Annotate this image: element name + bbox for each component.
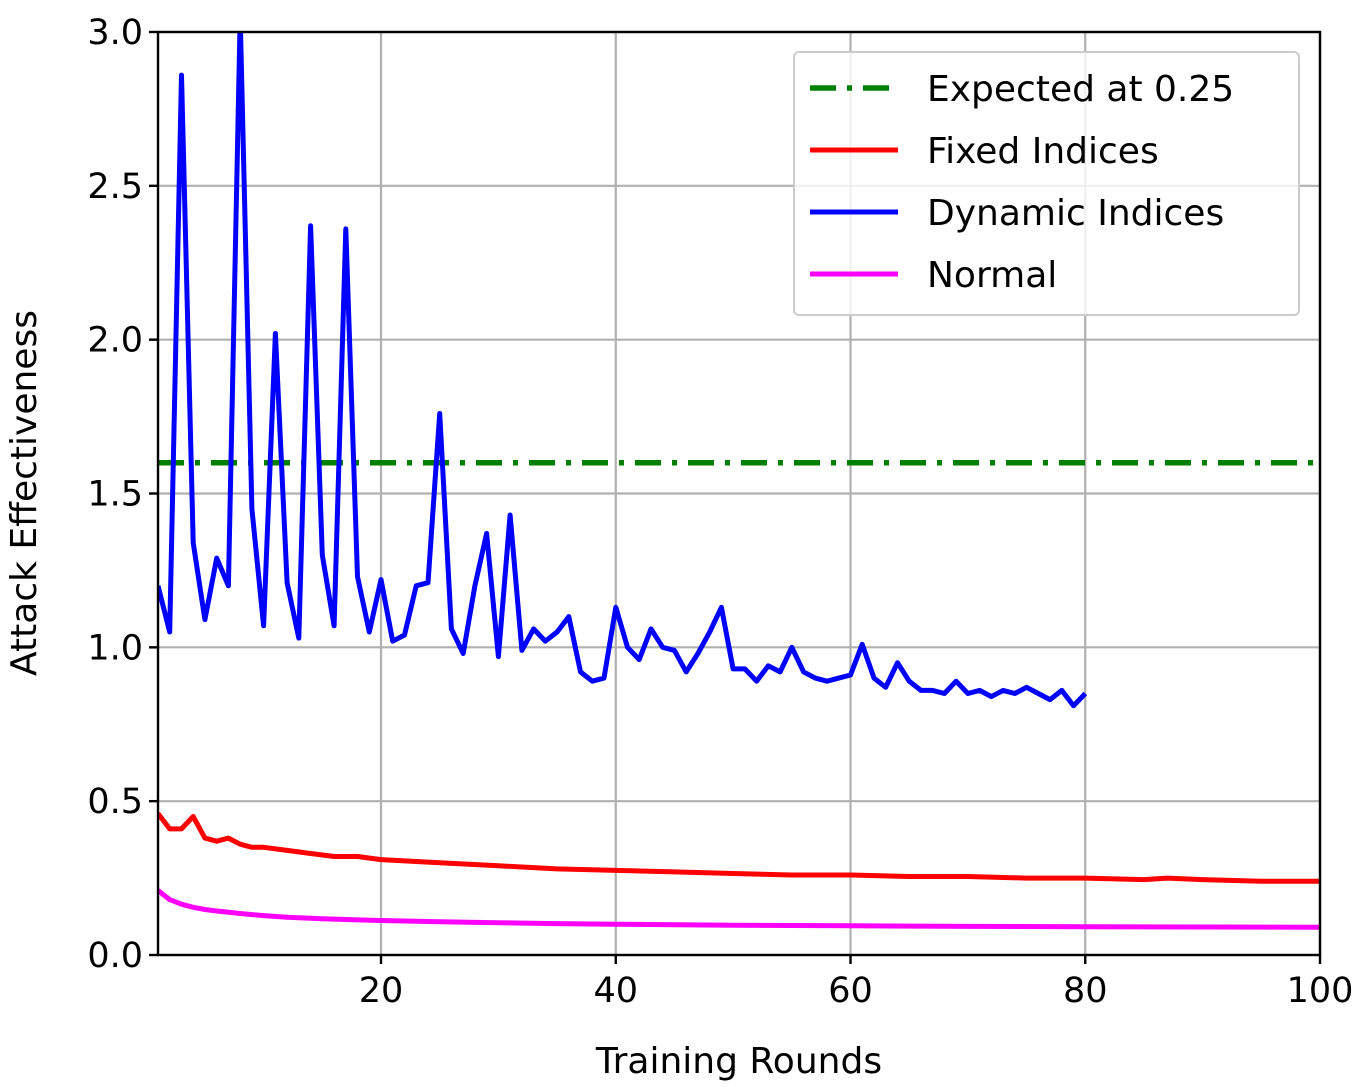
series-line-normal (158, 888, 1320, 930)
legend-label: Normal (927, 255, 1057, 296)
x-tick-label: 20 (359, 971, 404, 1011)
y-tick-label: 3.0 (87, 13, 143, 53)
x-tick-label: 40 (593, 971, 638, 1011)
x-tick-label: 60 (828, 971, 873, 1011)
y-tick-label: 0.5 (87, 782, 143, 822)
x-tick-label: 100 (1287, 971, 1354, 1011)
legend-label: Fixed Indices (927, 131, 1159, 172)
legend-label: Expected at 0.25 (927, 69, 1234, 110)
y-axis-label: Attack Effectiveness (4, 310, 45, 676)
axis-ticks: 20 40 60 80 100 0.0 0.5 1.0 1.5 2.0 2.5 3.0 (87, 13, 1353, 1011)
y-tick-label: 1.0 (87, 628, 143, 668)
y-tick-label: 1.5 (87, 475, 143, 515)
legend-label: Dynamic Indices (927, 193, 1224, 234)
y-tick-label: 2.0 (87, 321, 143, 361)
y-tick-label: 0.0 (87, 936, 143, 976)
x-tick-label: 80 (1063, 971, 1108, 1011)
series-line-fixed-indices (158, 811, 1320, 884)
series-line-dynamic-indices (158, 32, 1088, 709)
x-axis-label: Training Rounds (595, 1041, 882, 1082)
plot-lines (158, 32, 1320, 930)
y-tick-label: 2.5 (87, 167, 143, 207)
legend-box (793, 51, 1300, 316)
legend: Expected at 0.25 Fixed Indices Dynamic Ind… (793, 51, 1300, 316)
